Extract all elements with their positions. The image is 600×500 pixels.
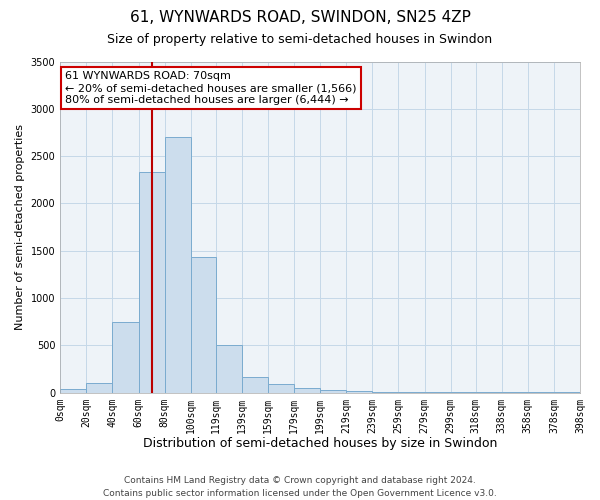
Bar (268, 384, 294, 392)
Bar (320, 390, 346, 392)
Bar (215, 346, 242, 393)
Text: Contains HM Land Registry data © Crown copyright and database right 2024.
Contai: Contains HM Land Registry data © Crown c… (103, 476, 497, 498)
Bar (242, 376, 268, 392)
Bar (294, 388, 320, 392)
Bar (164, 137, 191, 392)
Bar (86, 384, 112, 392)
X-axis label: Distribution of semi-detached houses by size in Swindon: Distribution of semi-detached houses by … (143, 437, 497, 450)
Text: 61 WYNWARDS ROAD: 70sqm
← 20% of semi-detached houses are smaller (1,566)
80% of: 61 WYNWARDS ROAD: 70sqm ← 20% of semi-de… (65, 72, 357, 104)
Text: 61, WYNWARDS ROAD, SWINDON, SN25 4ZP: 61, WYNWARDS ROAD, SWINDON, SN25 4ZP (130, 10, 470, 25)
Bar (139, 172, 164, 392)
Bar (112, 322, 139, 392)
Text: Size of property relative to semi-detached houses in Swindon: Size of property relative to semi-detach… (107, 32, 493, 46)
Bar (346, 391, 373, 392)
Bar (191, 258, 215, 392)
Y-axis label: Number of semi-detached properties: Number of semi-detached properties (15, 124, 25, 330)
Bar (60, 389, 86, 392)
